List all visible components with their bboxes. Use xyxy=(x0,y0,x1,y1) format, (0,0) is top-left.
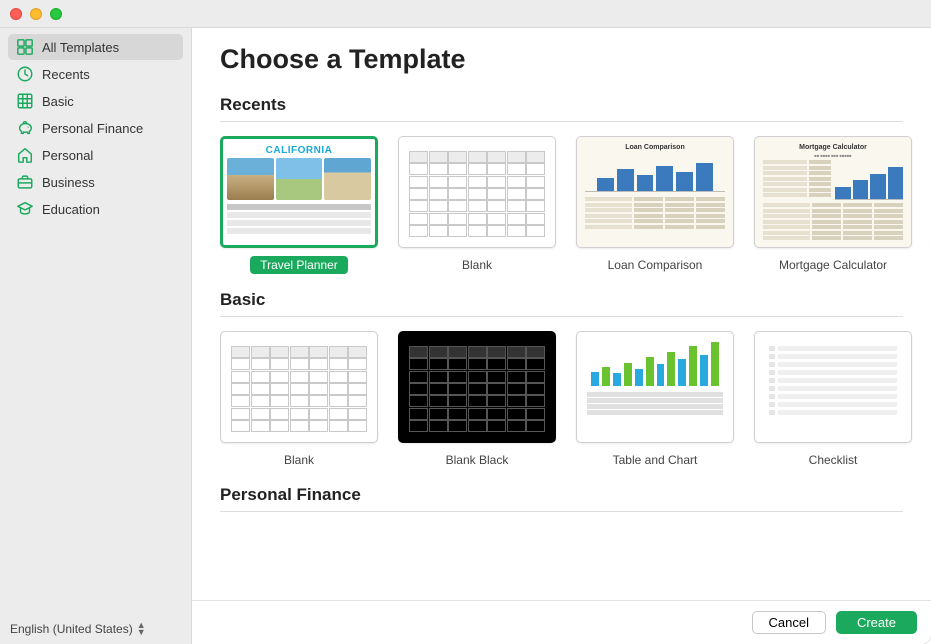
template-thumbnail xyxy=(754,331,912,443)
briefcase-icon xyxy=(16,173,34,191)
template-thumbnail: CALIFORNIA xyxy=(220,136,378,248)
sidebar-item-education[interactable]: Education xyxy=(8,196,183,222)
piggy-icon xyxy=(16,119,34,137)
sidebar-item-label: Personal Finance xyxy=(42,121,143,136)
template-grid: Blank Blank Black Table and Chart Checkl… xyxy=(220,331,931,469)
template-card[interactable]: Blank xyxy=(398,136,556,274)
template-label: Table and Chart xyxy=(613,453,698,467)
content-area: Choose a Template Recents CALIFORNIA Tra… xyxy=(192,28,931,600)
template-label: Mortgage Calculator xyxy=(779,258,887,272)
sidebar: All Templates Recents Basic Personal Financ… xyxy=(0,28,192,644)
all-templates-icon xyxy=(16,38,34,56)
dropdown-updown-icon: ▲▼ xyxy=(137,622,146,636)
sidebar-item-label: Business xyxy=(42,175,95,190)
sidebar-item-all[interactable]: All Templates xyxy=(8,34,183,60)
template-grid: CALIFORNIA Travel Planner Blank Loan Com… xyxy=(220,136,931,274)
gradcap-icon xyxy=(16,200,34,218)
sidebar-item-label: Recents xyxy=(42,67,90,82)
template-thumbnail xyxy=(576,331,734,443)
template-label: Blank xyxy=(284,453,314,467)
template-label: Blank Black xyxy=(446,453,509,467)
sidebar-item-personal[interactable]: Personal xyxy=(8,142,183,168)
template-thumbnail xyxy=(398,136,556,248)
home-icon xyxy=(16,146,34,164)
sidebar-item-label: Personal xyxy=(42,148,93,163)
template-label: Blank xyxy=(462,258,492,272)
template-thumbnail xyxy=(220,331,378,443)
section: Recents CALIFORNIA Travel Planner Blank … xyxy=(220,95,931,274)
template-label: Travel Planner xyxy=(250,256,348,274)
template-thumbnail: Mortgage Calculator ■■ ■■■■ ■■■ ■■■■■ xyxy=(754,136,912,248)
page-title: Choose a Template xyxy=(220,44,931,75)
sidebar-item-label: All Templates xyxy=(42,40,119,55)
template-label: Checklist xyxy=(809,453,858,467)
create-button[interactable]: Create xyxy=(836,611,917,634)
sidebar-item-label: Education xyxy=(42,202,100,217)
section-header: Basic xyxy=(220,290,903,317)
section: Basic Blank Blank Black Table and Chart … xyxy=(220,290,931,469)
template-thumbnail xyxy=(398,331,556,443)
section-header: Personal Finance xyxy=(220,485,903,512)
language-selector[interactable]: English (United States) ▲▼ xyxy=(0,614,191,644)
template-card[interactable]: Mortgage Calculator ■■ ■■■■ ■■■ ■■■■■ Mo… xyxy=(754,136,912,274)
template-card[interactable]: Table and Chart xyxy=(576,331,734,469)
sidebar-item-pf[interactable]: Personal Finance xyxy=(8,115,183,141)
language-label: English (United States) xyxy=(10,622,133,636)
template-label: Loan Comparison xyxy=(608,258,703,272)
section: Personal Finance xyxy=(220,485,931,526)
sidebar-item-basic[interactable]: Basic xyxy=(8,88,183,114)
template-chooser-window: All Templates Recents Basic Personal Financ… xyxy=(0,0,931,644)
sidebar-item-label: Basic xyxy=(42,94,74,109)
template-card[interactable]: CALIFORNIA Travel Planner xyxy=(220,136,378,274)
template-card[interactable]: Loan Comparison Loan Comparison xyxy=(576,136,734,274)
titlebar xyxy=(0,0,931,28)
main-panel: Choose a Template Recents CALIFORNIA Tra… xyxy=(192,28,931,644)
sidebar-item-recents[interactable]: Recents xyxy=(8,61,183,87)
footer: Cancel Create xyxy=(192,600,931,644)
template-card[interactable]: Blank xyxy=(220,331,378,469)
section-header: Recents xyxy=(220,95,903,122)
template-card[interactable]: Checklist xyxy=(754,331,912,469)
template-card[interactable]: Blank Black xyxy=(398,331,556,469)
close-window-icon[interactable] xyxy=(10,8,22,20)
fullscreen-window-icon[interactable] xyxy=(50,8,62,20)
sidebar-item-business[interactable]: Business xyxy=(8,169,183,195)
basic-icon xyxy=(16,92,34,110)
template-thumbnail: Loan Comparison xyxy=(576,136,734,248)
cancel-button[interactable]: Cancel xyxy=(752,611,826,634)
recents-icon xyxy=(16,65,34,83)
minimize-window-icon[interactable] xyxy=(30,8,42,20)
